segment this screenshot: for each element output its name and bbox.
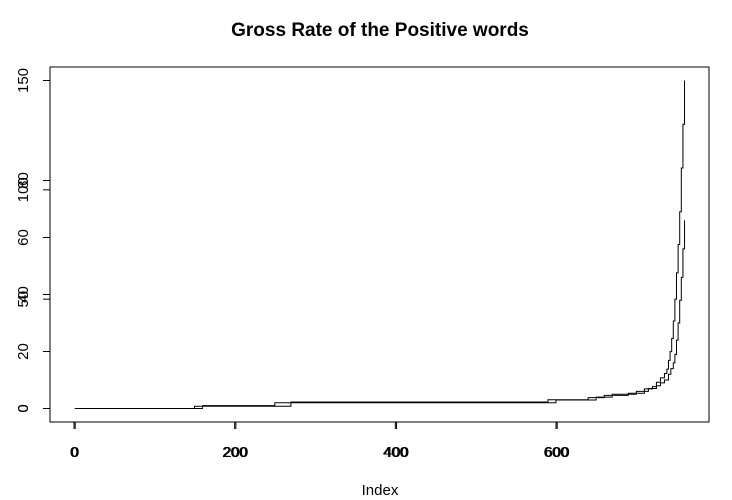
y-axis-150-tick-label: 150 (15, 68, 32, 93)
x-axis-2-tick-label: 200 (223, 444, 248, 461)
y-axis-150-tick-label: 0 (15, 404, 32, 412)
series-line-1 (74, 80, 686, 409)
y-axis-80-tick-label: 40 (15, 286, 32, 303)
x-axis-label: Index (362, 482, 399, 499)
y-axis-80-tick-label: 20 (15, 343, 32, 360)
chart-title: Gross Rate of the Positive words (231, 20, 529, 41)
y-axis-150-tick-label: 100 (15, 177, 32, 202)
y-axis-80-tick-label: 60 (15, 229, 32, 246)
x-axis-2-tick-label: 400 (384, 444, 409, 461)
x-axis-1-tick-label: 600 (543, 444, 568, 461)
x-axis-1-tick-label: 200 (222, 444, 247, 461)
y-axis-80-tick-label: 0 (15, 404, 32, 412)
y-axis-80-tick-label: 80 (15, 172, 32, 189)
series-line-2 (74, 220, 686, 409)
y-axis-150-tick-label: 50 (15, 291, 32, 308)
x-axis-1-tick-label: 400 (383, 444, 408, 461)
x-axis-2-tick-label: 600 (545, 444, 570, 461)
series-layer (74, 80, 686, 409)
x-axis-2-tick-label: 0 (71, 444, 79, 461)
x-axis-1-tick-label: 0 (70, 444, 78, 461)
plot-frame (49, 66, 710, 423)
